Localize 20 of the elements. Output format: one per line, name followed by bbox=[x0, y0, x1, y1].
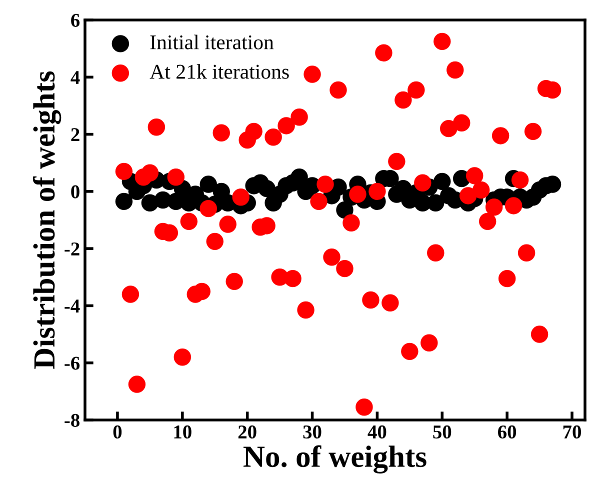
legend-label: At 21k iterations bbox=[150, 64, 289, 79]
y-tick-label: 6 bbox=[71, 14, 80, 27]
y-axis-title: Distribution of weights bbox=[32, 71, 62, 369]
y-tick-label: 0 bbox=[71, 185, 80, 198]
y-tick-label: -6 bbox=[64, 356, 80, 370]
y-tick-label: 4 bbox=[70, 71, 80, 84]
y-tick-label: -2 bbox=[64, 242, 80, 256]
y-tick-label: -8 bbox=[64, 414, 80, 427]
x-tick-label: 40 bbox=[368, 425, 386, 439]
x-tick-label: 60 bbox=[498, 425, 516, 439]
y-tick-label: 2 bbox=[71, 128, 80, 142]
legend-label: Initial iteration bbox=[150, 34, 274, 50]
y-tick-label: -4 bbox=[64, 300, 80, 312]
x-tick-label: 20 bbox=[238, 425, 256, 439]
x-tick-label: 10 bbox=[174, 425, 192, 439]
x-tick-label: 50 bbox=[433, 425, 452, 439]
x-axis-title: No. of weights bbox=[244, 445, 426, 474]
x-tick-label: 0 bbox=[113, 425, 122, 439]
x-tick-label: 70 bbox=[563, 425, 581, 439]
x-tick-label: 30 bbox=[303, 425, 322, 439]
